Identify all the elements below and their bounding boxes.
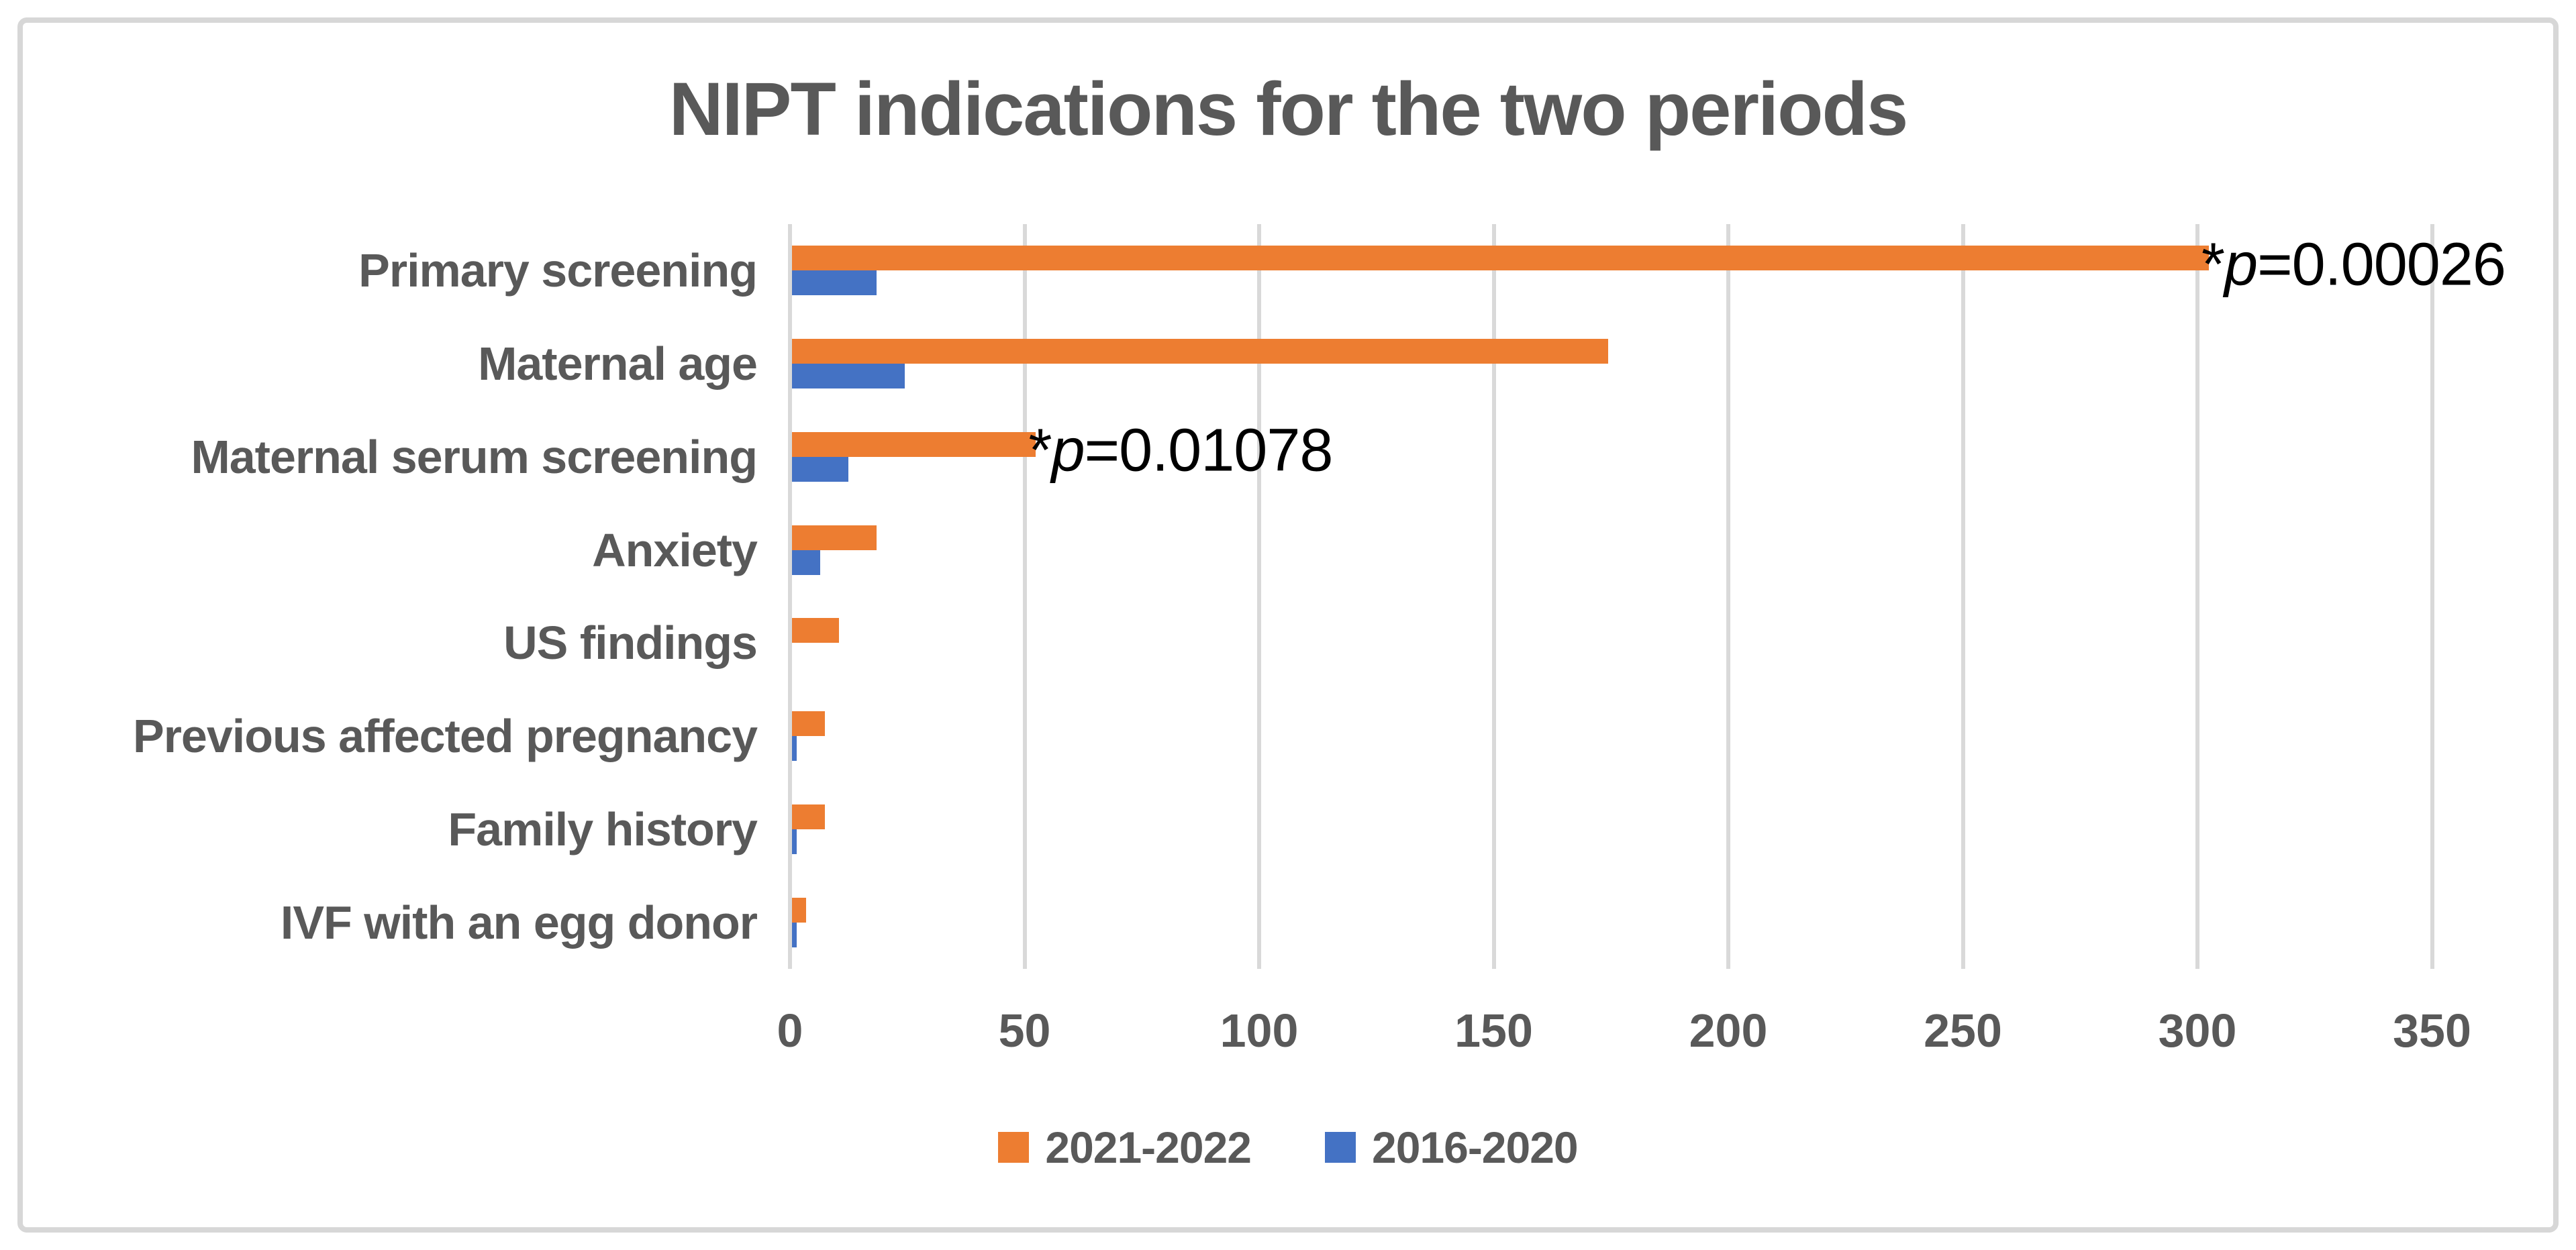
x-axis: 0 50 100 150 200 250 300 350 bbox=[777, 1004, 2481, 1064]
category-label: US findings bbox=[503, 617, 758, 670]
x-tick-label: 100 bbox=[1220, 1004, 1299, 1057]
bar-2016-2020-ivf-with-an-egg-donor bbox=[792, 922, 797, 947]
bar-2016-2020-previous-affected-pregnancy bbox=[792, 736, 797, 762]
x-tick-label: 150 bbox=[1454, 1004, 1533, 1057]
plot-area: *p=0.00026 *p=0.01078 bbox=[788, 224, 2506, 969]
x-tick-label: 200 bbox=[1689, 1004, 1768, 1057]
gridline-250 bbox=[1961, 224, 1965, 969]
x-tick-label: 250 bbox=[1924, 1004, 2002, 1057]
p-value-annotation: *p=0.00026 bbox=[2201, 231, 2506, 299]
category-label: IVF with an egg donor bbox=[280, 896, 758, 949]
bar-2016-2020-anxiety bbox=[792, 550, 820, 575]
category-label: Maternal serum screening bbox=[191, 430, 758, 483]
legend-swatch-2016-2020 bbox=[1325, 1132, 1356, 1163]
gridline-300 bbox=[2195, 224, 2199, 969]
gridline-50 bbox=[1022, 224, 1027, 969]
legend-label: 2016-2020 bbox=[1372, 1123, 1579, 1172]
legend-label: 2021-2022 bbox=[1045, 1123, 1252, 1172]
p-value-annotation: *p=0.01078 bbox=[1028, 417, 1333, 484]
chart-title: NIPT indications for the two periods bbox=[668, 67, 1909, 151]
chart-frame bbox=[17, 17, 2559, 1233]
gridline-0 bbox=[788, 224, 792, 969]
bar-2016-2020-primary-screening bbox=[792, 270, 877, 296]
category-label: Anxiety bbox=[592, 523, 758, 576]
bar-2021-2022-maternal-serum-screening bbox=[792, 431, 1036, 457]
category-label: Previous affected pregnancy bbox=[133, 710, 758, 763]
legend-item-2021-2022: 2021-2022 bbox=[998, 1122, 1252, 1173]
legend-swatch-2021-2022 bbox=[998, 1132, 1030, 1163]
category-label: Family history bbox=[448, 802, 758, 855]
bar-2016-2020-family-history bbox=[792, 829, 797, 854]
gridline-150 bbox=[1491, 224, 1496, 969]
gridline-200 bbox=[1726, 224, 1730, 969]
category-label: Primary screening bbox=[358, 244, 758, 297]
category-label: Maternal age bbox=[478, 337, 758, 390]
x-tick-label: 50 bbox=[998, 1004, 1051, 1057]
bar-2021-2022-previous-affected-pregnancy bbox=[792, 711, 825, 737]
bar-2021-2022-maternal-age bbox=[792, 339, 1609, 364]
bar-2021-2022-ivf-with-an-egg-donor bbox=[792, 897, 806, 923]
bar-2016-2020-maternal-serum-screening bbox=[792, 456, 848, 482]
bar-2016-2020-maternal-age bbox=[792, 364, 905, 389]
gridline-350 bbox=[2430, 224, 2434, 969]
category-axis: Primary screening Maternal age Maternal se… bbox=[27, 224, 758, 969]
bar-2021-2022-us-findings bbox=[792, 618, 839, 643]
x-tick-label: 300 bbox=[2158, 1004, 2237, 1057]
gridline-100 bbox=[1257, 224, 1261, 969]
legend-item-2016-2020: 2016-2020 bbox=[1325, 1122, 1579, 1173]
bar-2021-2022-family-history bbox=[792, 804, 825, 829]
legend: 2021-2022 2016-2020 bbox=[0, 1122, 2576, 1173]
x-tick-label: 0 bbox=[777, 1004, 803, 1057]
bar-2021-2022-anxiety bbox=[792, 525, 877, 550]
x-tick-label: 350 bbox=[2393, 1004, 2471, 1057]
bar-2021-2022-primary-screening bbox=[792, 246, 2209, 271]
